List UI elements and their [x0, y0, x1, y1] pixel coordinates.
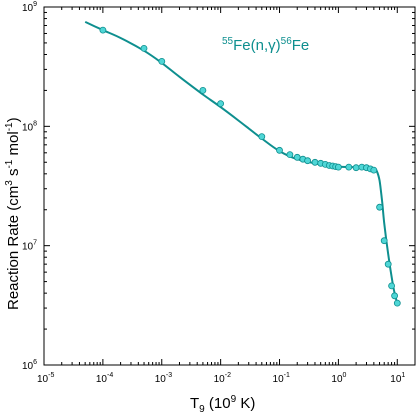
y-title-end: ): [5, 117, 22, 122]
x-tick-label: 10-5: [37, 372, 54, 385]
annotation-product: Fe: [292, 37, 310, 54]
x-title-open: (10: [205, 395, 231, 412]
x-tick-label: 100: [331, 372, 346, 385]
x-tick-label: 10-1: [273, 372, 290, 385]
data-point: [304, 157, 312, 165]
data-point: [384, 260, 392, 268]
x-title-sup: 9: [231, 394, 237, 405]
ticks-layer: 10-5 10-4 10-3 10-2 10-1 100 101 106 107 108 109: [22, 1, 416, 385]
data-point: [376, 203, 384, 211]
data-point: [293, 153, 301, 161]
annotation-mass-2: 56: [281, 36, 293, 47]
data-point: [352, 164, 360, 172]
y-title-sup1: 3: [4, 180, 15, 186]
data-point: [391, 292, 399, 300]
x-tick-label: 10-2: [214, 372, 231, 385]
data-point: [276, 146, 283, 154]
data-point: [199, 87, 207, 94]
data-point: [99, 26, 107, 34]
y-title-main: Reaction Rate (cm: [5, 186, 22, 310]
data-point: [311, 158, 319, 166]
data-point: [258, 133, 266, 141]
data-point: [388, 282, 396, 290]
x-tick-label: 101: [390, 372, 405, 385]
plot-frame: [43, 6, 416, 366]
data-point: [334, 163, 342, 171]
x-tick-label: 10-4: [96, 372, 113, 385]
data-point: [345, 163, 353, 171]
y-tick-label: 107: [22, 240, 37, 253]
x-title-main: T: [190, 395, 199, 412]
data-point: [370, 166, 378, 174]
reaction-annotation: 55Fe(n,γ)56Fe: [222, 36, 309, 54]
x-tick-label: 10-3: [155, 372, 172, 385]
data-point: [158, 58, 166, 65]
y-title-mid: s: [5, 169, 22, 181]
data-point: [286, 151, 294, 159]
fit-line-layer: [84, 20, 399, 304]
y-tick-label: 109: [22, 1, 37, 14]
data-point: [217, 100, 225, 107]
data-point: [380, 237, 388, 245]
data-point: [140, 45, 148, 52]
fit-line: [84, 20, 399, 304]
y-title-sup3: -1: [4, 122, 15, 131]
y-axis-title: Reaction Rate (cm3 s-1 mol-1): [4, 117, 22, 310]
y-title-mid2: mol: [5, 131, 22, 159]
data-point: [393, 299, 401, 307]
annotation-reaction: Fe(n,γ): [233, 37, 281, 54]
x-title-sub: 9: [199, 404, 205, 415]
annotation-mass-1: 55: [222, 36, 234, 47]
y-tick-label: 106: [22, 359, 37, 372]
data-points-layer: [99, 26, 401, 307]
x-title-close: K): [236, 395, 255, 412]
x-axis-title: T9 (109 K): [190, 394, 255, 415]
y-tick-label: 108: [22, 120, 37, 133]
y-title-sup2: -1: [4, 159, 15, 168]
